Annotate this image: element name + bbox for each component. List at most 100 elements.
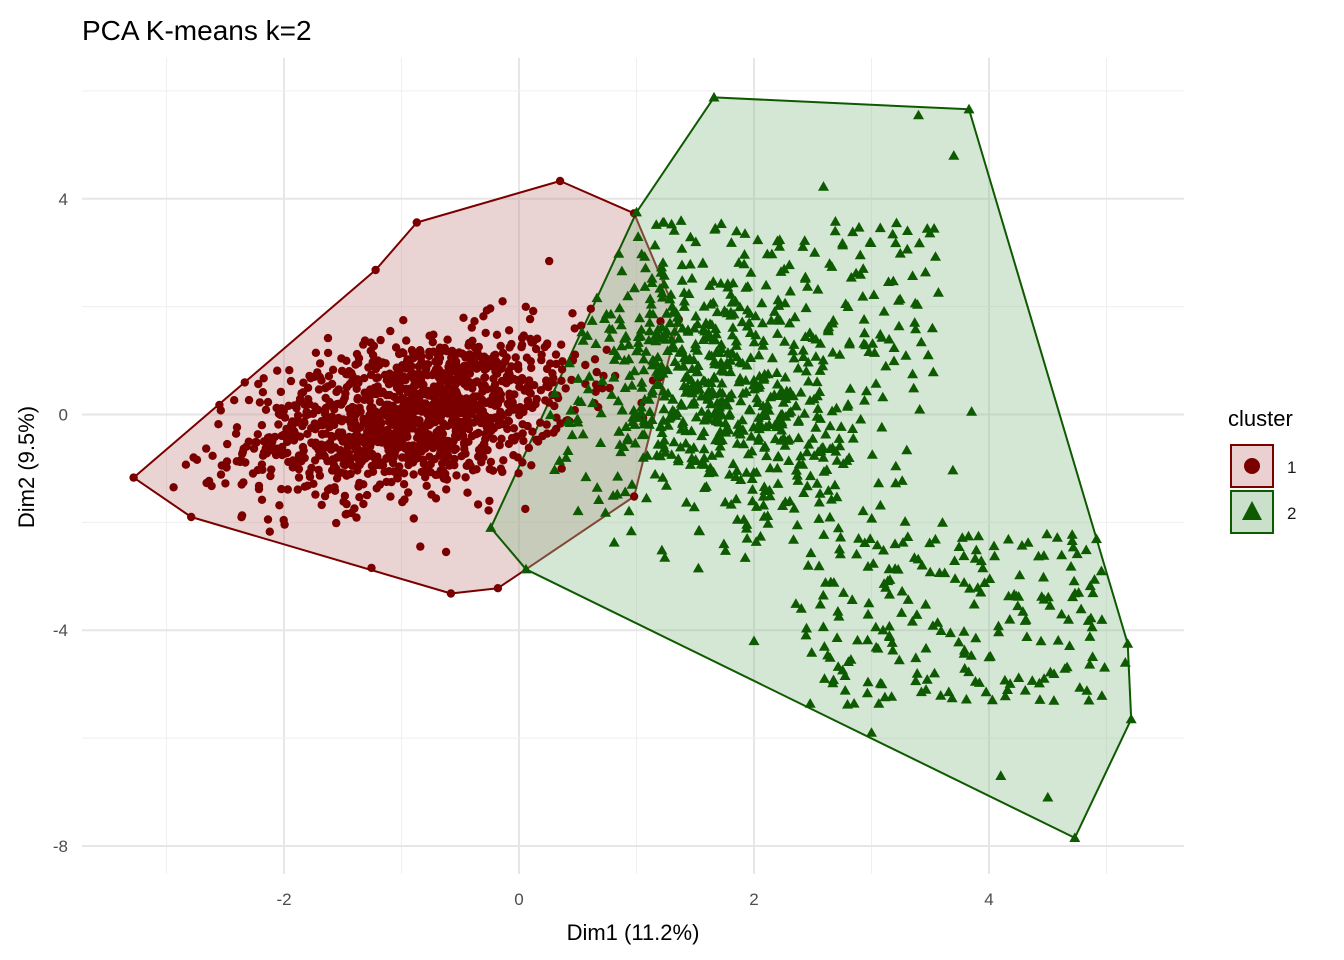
cluster-1-point: [352, 380, 361, 389]
cluster-2-point: [713, 447, 725, 458]
cluster-1-point: [503, 424, 512, 434]
cluster-1-point: [527, 363, 536, 373]
cluster-2-point: [803, 439, 815, 449]
cluster-2-point: [636, 248, 648, 259]
cluster-1-point: [387, 404, 396, 413]
cluster-2-point: [869, 347, 881, 357]
cluster-2-point: [741, 467, 752, 477]
cluster-2-point: [763, 419, 775, 429]
cluster-1-point: [301, 411, 311, 420]
cluster-1-point: [376, 335, 385, 345]
cluster-2-point: [773, 300, 785, 310]
cluster-2-point: [807, 332, 819, 342]
cluster-1-point: [540, 342, 549, 352]
cluster-2-point: [774, 241, 785, 251]
cluster-2-point: [652, 439, 664, 449]
cluster-2-point: [737, 424, 749, 434]
cluster-1-point: [216, 406, 225, 415]
cluster-1-point: [364, 452, 373, 461]
data-points: [129, 91, 1137, 842]
cluster-2-point: [724, 469, 735, 479]
cluster-2-point: [614, 302, 626, 313]
cluster-1-point: [404, 384, 414, 394]
cluster-2-point: [641, 492, 652, 503]
cluster-2-point: [887, 275, 899, 286]
cluster-2-point: [829, 216, 841, 226]
cluster-2-point: [643, 334, 655, 345]
cluster-2-point: [884, 589, 895, 599]
cluster-2-point: [966, 406, 978, 416]
cluster-2-point: [928, 223, 940, 233]
cluster-1-point: [473, 500, 483, 509]
cluster-2-point: [759, 408, 771, 418]
cluster-2-point: [731, 514, 743, 524]
cluster-2-point: [874, 677, 886, 688]
cluster-1-point: [412, 377, 421, 386]
cluster-2-point: [929, 667, 940, 678]
cluster-2-point: [725, 289, 737, 299]
cluster-2-point: [801, 480, 813, 491]
cluster-1-point: [366, 370, 376, 380]
cluster-1-point: [498, 361, 507, 370]
cluster-1-point: [481, 328, 490, 338]
cluster-1-point: [446, 589, 456, 598]
cluster-1-point: [557, 340, 566, 349]
cluster-2-point: [799, 273, 811, 283]
cluster-2-point: [934, 567, 945, 577]
cluster-2-point: [736, 316, 748, 327]
cluster-2-point: [890, 460, 902, 471]
cluster-2-point: [698, 443, 710, 454]
cluster-2-point: [577, 428, 589, 439]
cluster-1-point: [363, 469, 373, 478]
cluster-1-point: [443, 384, 452, 393]
cluster-1-point: [513, 360, 523, 370]
cluster-2-point: [783, 455, 795, 465]
cluster-1-point: [340, 491, 350, 501]
cluster-1-point: [338, 437, 347, 446]
cluster-2-point: [758, 499, 769, 510]
cluster-2-point: [708, 91, 720, 102]
cluster-1-point: [370, 383, 379, 393]
cluster-2-point: [862, 634, 874, 645]
cluster-2-point: [1012, 600, 1024, 611]
cluster-2-point: [805, 547, 817, 558]
cluster-2-point: [866, 449, 878, 459]
legend-circle-icon: [1244, 458, 1260, 474]
cluster-1-point: [577, 321, 586, 330]
cluster-2-point: [672, 311, 683, 322]
cluster-2-point: [771, 367, 783, 377]
cluster-2-point: [771, 378, 783, 389]
cluster-2-point: [883, 333, 895, 344]
cluster-2-point: [800, 302, 812, 313]
cluster-2-point: [628, 282, 640, 293]
cluster-1-point: [526, 334, 535, 344]
cluster-2-point: [742, 281, 754, 291]
cluster-2-point: [764, 462, 776, 473]
cluster-2-point: [864, 533, 876, 543]
cluster-1-point: [519, 436, 528, 446]
cluster-2-point: [1013, 672, 1025, 682]
cluster-2-point: [814, 386, 826, 396]
cluster-2-point: [689, 342, 701, 353]
cluster-1-point: [350, 432, 360, 441]
cluster-2-point: [735, 474, 747, 484]
cluster-1-point: [602, 345, 611, 354]
cluster-1-point: [360, 336, 370, 345]
cluster-1-point: [416, 542, 425, 551]
cluster-2-point: [738, 258, 750, 269]
cluster-2-point: [751, 501, 762, 511]
cluster-1-point: [240, 378, 249, 387]
cluster-2-point: [866, 513, 878, 523]
cluster-1-point: [395, 462, 404, 471]
cluster-1-point: [391, 428, 400, 437]
cluster-2-point: [614, 439, 626, 449]
cluster-2-point: [685, 231, 696, 242]
cluster-2-point: [688, 501, 700, 512]
cluster-2-point: [744, 404, 756, 415]
cluster-2-point: [1048, 695, 1060, 705]
cluster-2-point: [810, 351, 822, 361]
cluster-2-point: [866, 727, 877, 737]
cluster-2-point: [676, 418, 688, 428]
cluster-2-point: [988, 540, 1000, 551]
